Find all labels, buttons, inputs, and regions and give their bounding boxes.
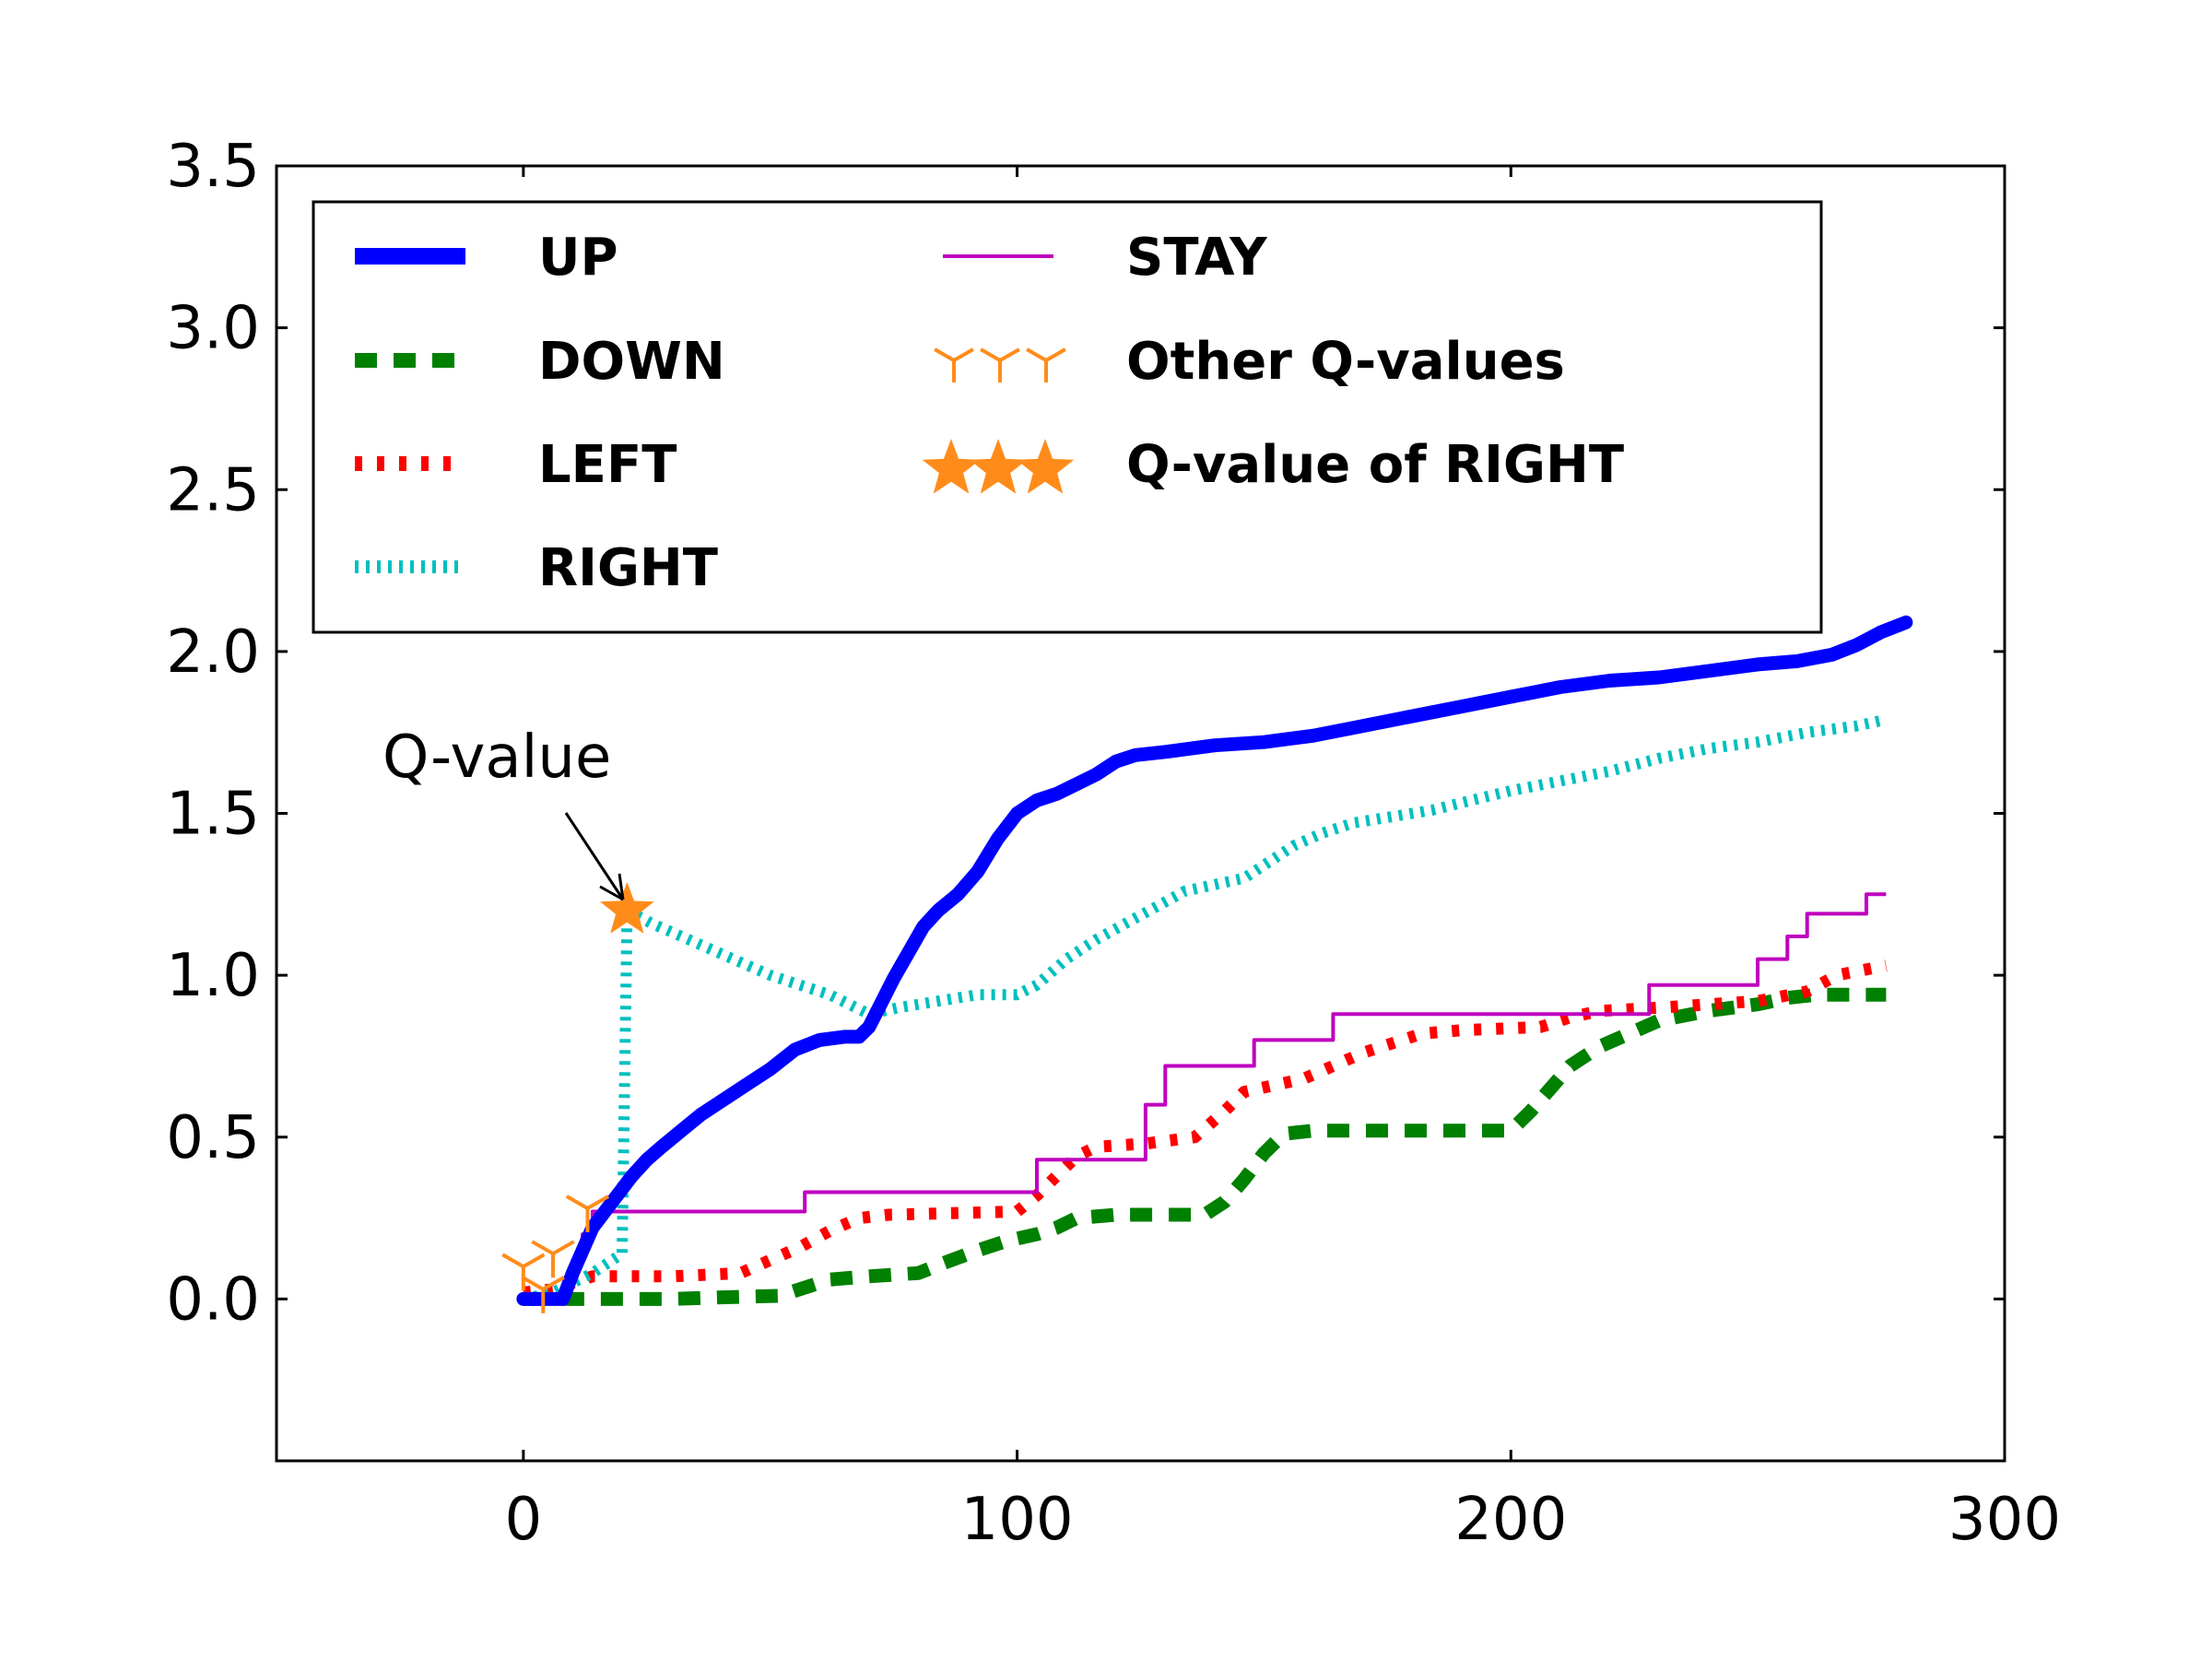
axis-ticks: 0 100 200 300 0.0 0.5 1.0 1.5 2.0 2.5 3.0 3.5 (166, 133, 2061, 1554)
legend-label-right: RIGHT (538, 538, 718, 598)
x-tick-label: 300 (1948, 1486, 2061, 1554)
legend-entry-right: RIGHT (355, 538, 718, 598)
other-q-value-marker (531, 1240, 575, 1278)
legend-frame (312, 200, 1823, 634)
legend-label-down: DOWN (538, 332, 725, 392)
x-tick-label: 0 (504, 1486, 542, 1554)
legend-label-other-q-values: Other Q-values (1126, 332, 1565, 392)
series-down-line (523, 987, 1887, 1306)
y-tick-label: 0.5 (166, 1104, 260, 1172)
legend-tri-marker (934, 347, 974, 382)
annotation-arrowhead (599, 873, 625, 901)
legend: UP DOWN LEFT RIGHT STAY Other Q-values Q… (312, 200, 1823, 634)
x-tick-label: 200 (1454, 1486, 1567, 1554)
legend-tri-marker (1026, 347, 1066, 382)
legend-entry-down: DOWN (355, 332, 725, 392)
other-q-value-marker (521, 1276, 565, 1313)
y-tick-label: 1.0 (166, 942, 260, 1010)
other-q-value-marker (565, 1194, 610, 1233)
annotation-text: Q-value (382, 724, 611, 792)
legend-star-marker (1016, 439, 1075, 494)
legend-entry-up: UP (355, 228, 618, 288)
legend-label-stay: STAY (1126, 228, 1268, 288)
legend-swatch-other-q-values (934, 347, 1066, 382)
series-layer (516, 615, 1913, 1306)
y-tick-label: 2.0 (166, 618, 260, 687)
legend-label-up: UP (538, 228, 618, 288)
y-tick-label: 0.0 (166, 1265, 260, 1334)
y-tick-label: 3.5 (166, 133, 260, 201)
x-tick-label: 100 (960, 1486, 1073, 1554)
series-right-line (522, 713, 1888, 1305)
legend-entry-q-value-of-right: Q-value of RIGHT (922, 435, 1624, 495)
legend-swatch-q-value-of-right (922, 439, 1075, 494)
legend-entry-left: LEFT (355, 435, 677, 495)
annotation: Q-value (382, 724, 625, 901)
series-up-line (516, 615, 1913, 1306)
series-left-line (523, 959, 1888, 1299)
y-tick-label: 2.5 (166, 456, 260, 524)
annotation-arrow (564, 812, 625, 900)
y-tick-label: 3.0 (166, 295, 260, 363)
legend-entry-stay: STAY (943, 228, 1268, 288)
legend-tri-marker (980, 347, 1020, 382)
legend-entry-other-q-values: Other Q-values (934, 332, 1565, 392)
y-tick-label: 1.5 (166, 781, 260, 849)
legend-label-left: LEFT (538, 435, 677, 495)
legend-label-q-value-of-right: Q-value of RIGHT (1126, 435, 1624, 495)
marker-layer (501, 882, 654, 1313)
q-value-of-right-marker (599, 882, 654, 934)
